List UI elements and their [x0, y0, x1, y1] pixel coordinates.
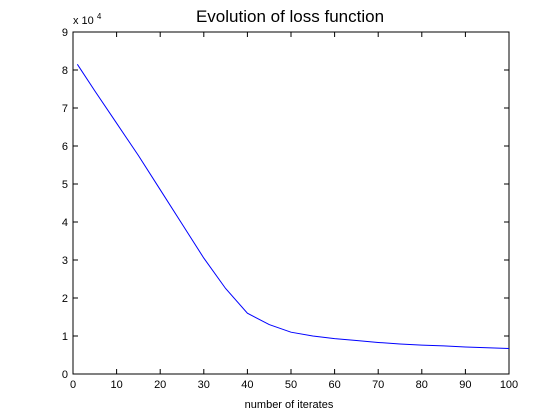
x-tick-label: 70 — [372, 379, 384, 391]
y-tick-label: 3 — [62, 255, 68, 267]
x-tick-label: 0 — [70, 379, 76, 391]
plot-area — [72, 31, 510, 375]
y-tick-label: 5 — [62, 179, 68, 191]
x-tick-label: 80 — [416, 379, 428, 391]
x-tick-label: 60 — [328, 379, 340, 391]
y-tick-label: 9 — [62, 27, 68, 39]
x-tick-label: 50 — [285, 379, 297, 391]
x-tick-label: 40 — [241, 379, 253, 391]
x-tick-label: 30 — [198, 379, 210, 391]
y-tick-label: 4 — [62, 217, 68, 229]
y-tick-label: 1 — [62, 331, 68, 343]
y-exponent-label: x 10 4 — [73, 12, 102, 27]
y-tick-label: 0 — [62, 369, 68, 381]
y-tick-label: 7 — [62, 103, 68, 115]
x-axis-label: number of iterates — [245, 399, 334, 411]
series-group — [76, 64, 510, 350]
y-exponent-base: x 10 — [73, 15, 94, 27]
x-tick-label: 20 — [154, 379, 166, 391]
y-tick-label: 6 — [62, 141, 68, 153]
axis-ticks: 0 10 20 30 40 50 60 70 80 90 100 0 1 2 3 4 5 6 7 8 9 — [62, 27, 518, 391]
y-exponent-power: 4 — [97, 12, 102, 21]
y-tick-label: 2 — [62, 293, 68, 305]
loss-series-line — [76, 64, 510, 350]
x-tick-label: 100 — [500, 379, 518, 391]
x-tick-label: 10 — [110, 379, 122, 391]
chart-title: Evolution of loss function — [196, 7, 384, 26]
x-tick-label: 90 — [459, 379, 471, 391]
y-tick-label: 8 — [62, 65, 68, 77]
